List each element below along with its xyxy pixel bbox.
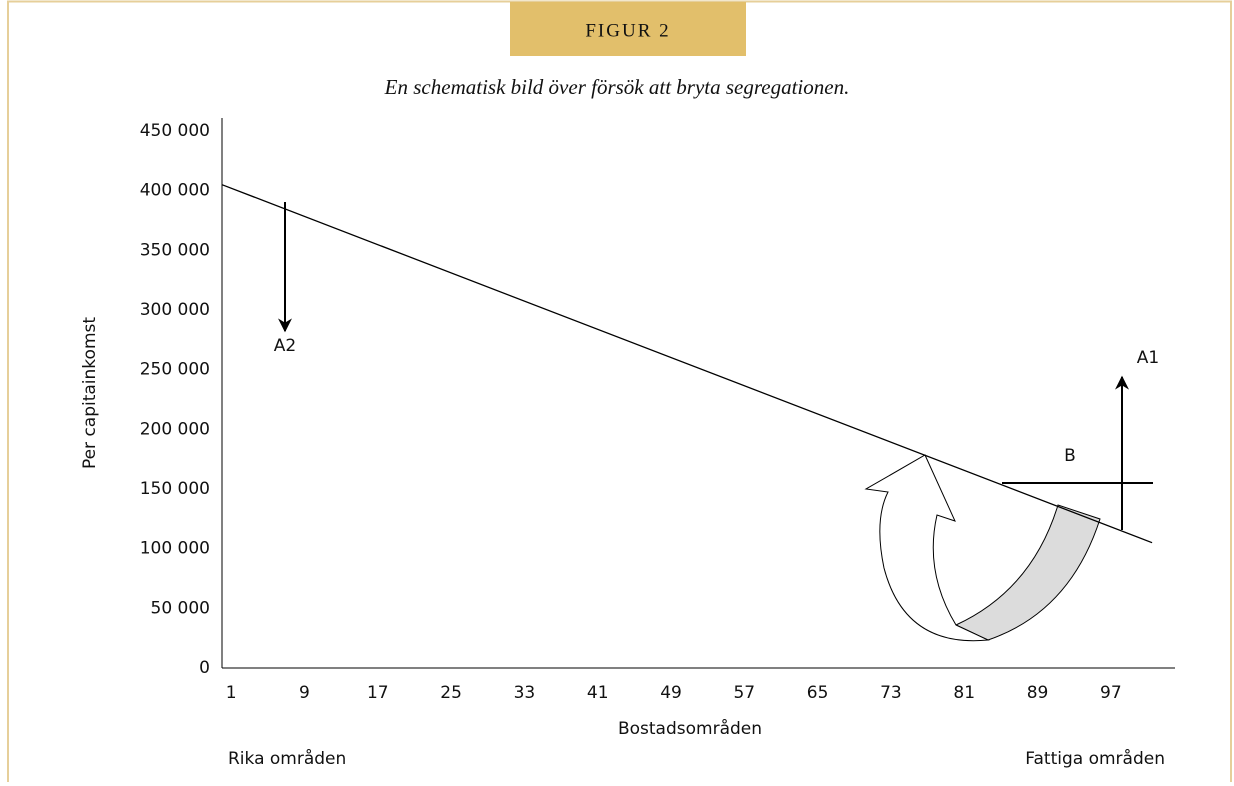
y-tick-label: 0 <box>199 658 210 678</box>
y-tick-label: 350 000 <box>140 240 210 260</box>
x-tick-label: 25 <box>440 683 462 703</box>
line <box>221 184 1153 544</box>
annotation: A2 <box>274 336 296 356</box>
y-tick-label: 50 000 <box>151 598 210 618</box>
x-tick-label: 41 <box>587 683 609 703</box>
tab <box>510 2 746 56</box>
x-tick-label: 17 <box>367 683 389 703</box>
x-tick-label: 33 <box>514 683 536 703</box>
y-tick-label: 450 000 <box>140 121 210 141</box>
x-axis-label: Bostadsområden <box>618 718 762 739</box>
tab-label: FIGUR 2 <box>585 20 670 41</box>
x-tick-label: 81 <box>953 683 975 703</box>
y-tick-label: 400 000 <box>140 181 210 201</box>
chart-title: En schematisk bild över försök att bryta… <box>384 75 850 99</box>
ribbon-back <box>954 504 1101 641</box>
x-tick-label: 57 <box>733 683 755 703</box>
x-tick-label: 1 <box>226 683 237 703</box>
x-tick-label: 97 <box>1100 683 1122 703</box>
annotation: B <box>1064 446 1076 466</box>
x-tick-label: 9 <box>299 683 310 703</box>
y-axis-label: Per capitainkomst <box>80 317 100 469</box>
x-right-note: Fattiga områden <box>1025 748 1165 769</box>
x-tick-label: 89 <box>1027 683 1049 703</box>
frame <box>7 0 1232 782</box>
y-tick-label: 250 000 <box>140 360 210 380</box>
y-tick-label: 200 000 <box>140 419 210 439</box>
y-tick-label: 100 000 <box>140 539 210 559</box>
x-tick-label: 49 <box>660 683 682 703</box>
y-tick-label: 300 000 <box>140 300 210 320</box>
y-tick-label: 150 000 <box>140 479 210 499</box>
x-tick-label: 65 <box>807 683 829 703</box>
x-tick-label: 73 <box>880 683 902 703</box>
x-left-note: Rika områden <box>228 748 346 769</box>
ribbon-front <box>864 454 990 642</box>
annotation: A1 <box>1137 348 1159 368</box>
